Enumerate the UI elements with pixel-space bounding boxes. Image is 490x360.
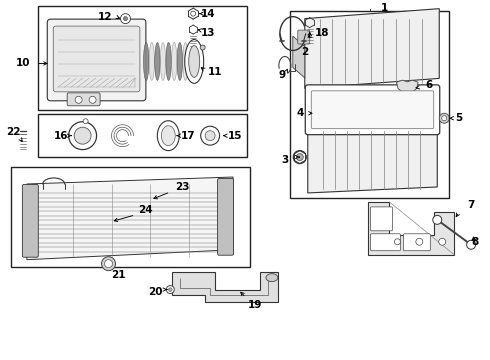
Polygon shape (396, 80, 418, 101)
Ellipse shape (155, 42, 160, 80)
Text: 13: 13 (201, 28, 216, 37)
Circle shape (74, 127, 91, 144)
FancyBboxPatch shape (23, 184, 38, 257)
FancyBboxPatch shape (218, 179, 234, 255)
Circle shape (166, 285, 174, 293)
Ellipse shape (144, 42, 149, 80)
FancyBboxPatch shape (311, 91, 434, 129)
Text: 14: 14 (201, 9, 216, 19)
Polygon shape (27, 177, 233, 260)
Text: 7: 7 (467, 200, 475, 210)
Circle shape (200, 45, 205, 50)
FancyBboxPatch shape (370, 207, 392, 231)
Circle shape (201, 126, 220, 145)
Ellipse shape (161, 126, 175, 146)
Text: 22: 22 (6, 127, 20, 137)
Ellipse shape (160, 42, 166, 80)
Circle shape (83, 119, 88, 124)
Bar (290, 11, 449, 198)
Text: 5: 5 (456, 113, 463, 123)
FancyBboxPatch shape (53, 26, 140, 92)
Circle shape (75, 96, 82, 103)
FancyBboxPatch shape (305, 85, 440, 135)
Text: 24: 24 (138, 205, 153, 215)
Circle shape (439, 238, 446, 245)
Polygon shape (305, 9, 439, 88)
Circle shape (394, 239, 400, 245)
Circle shape (416, 238, 423, 245)
Circle shape (296, 154, 303, 161)
Circle shape (442, 116, 447, 121)
Circle shape (169, 288, 172, 291)
FancyBboxPatch shape (47, 19, 146, 101)
Bar (11, 167, 250, 267)
Bar (38, 6, 247, 110)
Text: 6: 6 (426, 80, 433, 90)
Text: 4: 4 (296, 108, 303, 118)
Circle shape (89, 96, 96, 103)
Text: 15: 15 (228, 131, 242, 141)
Ellipse shape (177, 42, 182, 80)
Polygon shape (293, 36, 305, 78)
Text: 21: 21 (111, 270, 126, 280)
FancyBboxPatch shape (67, 93, 100, 106)
Circle shape (123, 17, 127, 21)
Text: 11: 11 (208, 67, 222, 77)
Text: 8: 8 (471, 237, 479, 247)
Circle shape (191, 11, 196, 16)
Circle shape (294, 150, 306, 163)
Ellipse shape (172, 42, 177, 80)
Circle shape (439, 113, 449, 123)
Polygon shape (308, 123, 437, 193)
Circle shape (466, 240, 476, 249)
Circle shape (205, 131, 215, 141)
Text: 10: 10 (16, 58, 30, 68)
Text: 19: 19 (248, 300, 262, 310)
Text: 20: 20 (148, 287, 163, 297)
FancyBboxPatch shape (403, 234, 430, 251)
Bar (38, 114, 247, 157)
Circle shape (433, 215, 442, 224)
Ellipse shape (166, 42, 172, 80)
Text: 17: 17 (181, 131, 196, 141)
Circle shape (101, 257, 116, 271)
Circle shape (121, 14, 130, 24)
Ellipse shape (183, 42, 188, 80)
Ellipse shape (189, 45, 200, 77)
Ellipse shape (266, 274, 278, 282)
Text: 3: 3 (281, 155, 289, 165)
Text: 2: 2 (301, 48, 308, 58)
FancyBboxPatch shape (370, 234, 400, 251)
Text: 12: 12 (98, 12, 113, 22)
Text: 16: 16 (53, 131, 68, 141)
Ellipse shape (157, 121, 179, 150)
Text: 18: 18 (315, 28, 329, 37)
Polygon shape (368, 202, 454, 255)
Circle shape (104, 260, 113, 268)
Text: 1: 1 (381, 3, 388, 13)
Ellipse shape (185, 40, 204, 84)
Text: 9: 9 (278, 71, 285, 80)
Text: 23: 23 (175, 182, 190, 192)
Circle shape (69, 122, 97, 150)
Ellipse shape (149, 42, 154, 80)
Polygon shape (172, 272, 278, 302)
FancyBboxPatch shape (298, 30, 310, 44)
